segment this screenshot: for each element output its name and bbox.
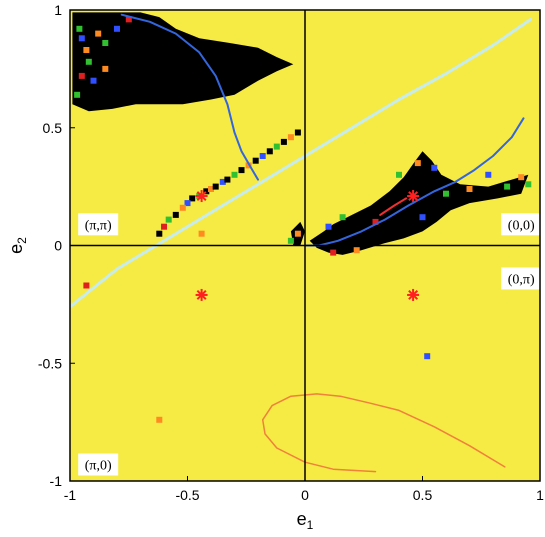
scatter-point-40 <box>339 214 346 221</box>
scatter-point-18 <box>184 200 191 207</box>
region-label-3: (0,π) <box>501 267 540 290</box>
x-tick-label: -1 <box>64 487 77 503</box>
scatter-point-20 <box>172 211 179 218</box>
scatter-point-33 <box>114 25 120 32</box>
x-axis-label-main: e <box>297 509 307 529</box>
scatter-point-11 <box>252 157 259 164</box>
scatter-point-27 <box>83 47 90 53</box>
x-tick-label: 0.5 <box>413 487 433 503</box>
scatter-point-47 <box>485 171 492 178</box>
scatter-point-37 <box>287 237 294 244</box>
region-label-1: (π,π) <box>78 213 119 236</box>
curve-4 <box>261 393 506 473</box>
scatter-point-13 <box>266 148 273 155</box>
scatter-point-50 <box>525 181 532 188</box>
scatter-point-36 <box>74 91 81 98</box>
fixed-point-4 <box>407 288 420 301</box>
zero-axes <box>70 10 540 481</box>
region-labels: (π,π) (0,0) (0,π) (π,0) <box>78 213 540 476</box>
scatter-point-35 <box>102 65 109 72</box>
y-tick-label: -0.5 <box>38 355 62 371</box>
y-axis-ticks: 1 0.5 0 -0.5 -1 <box>38 2 75 489</box>
scatter-point-21 <box>165 216 172 223</box>
scatter-point-19 <box>179 204 186 211</box>
scatter-point-54 <box>424 353 431 360</box>
scatter-point-53 <box>330 249 337 256</box>
fixed-point-3 <box>195 288 208 301</box>
scatter-point-14 <box>273 143 280 150</box>
scatter-point-44 <box>431 164 438 171</box>
scatter-point-48 <box>504 183 511 190</box>
scatter-point-23 <box>156 230 163 237</box>
scatter-point-41 <box>372 218 379 225</box>
scatter-point-24 <box>198 230 205 237</box>
fixed-point-2 <box>407 190 420 203</box>
scatter-point-42 <box>396 171 402 178</box>
scatter-point-1 <box>189 195 196 202</box>
scatter-point-46 <box>466 186 473 192</box>
scatter-point-7 <box>224 176 231 183</box>
scatter-point-16 <box>287 134 294 141</box>
scatter-point-25 <box>76 25 83 32</box>
scatter-point-31 <box>95 30 102 37</box>
scatter-point-30 <box>90 77 97 84</box>
scatter-markers <box>74 16 532 423</box>
scatter-point-28 <box>85 58 92 65</box>
scatter-point-52 <box>353 247 360 254</box>
curve-2 <box>304 117 525 247</box>
region-label-text: (π,0) <box>85 459 112 474</box>
region-label-text: (0,0) <box>508 218 535 233</box>
scatter-point-56 <box>156 416 163 423</box>
scatter-point-39 <box>325 223 332 230</box>
scatter-point-3 <box>203 188 210 195</box>
x-axis-ticks: -1 -0.5 0 0.5 1 <box>64 476 544 503</box>
region-label-2: (0,0) <box>501 213 540 236</box>
x-tick-label: -0.5 <box>175 487 199 503</box>
curve-5 <box>379 197 408 216</box>
y-tick-label: 0.5 <box>43 120 63 136</box>
scatter-point-22 <box>161 223 167 230</box>
scatter-point-8 <box>231 171 238 178</box>
y-axis-label-main: e <box>6 244 26 254</box>
y-tick-label: 0 <box>54 238 62 254</box>
x-tick-label: 0 <box>301 487 309 503</box>
scatter-point-51 <box>419 214 426 221</box>
region-label-text: (π,π) <box>85 218 112 233</box>
scatter-point-15 <box>280 138 287 145</box>
scatter-point-43 <box>414 160 421 167</box>
region-label-4: (π,0) <box>78 453 119 476</box>
scatter-point-12 <box>259 153 266 159</box>
fixed-points <box>195 190 420 301</box>
scatter-point-5 <box>212 183 219 190</box>
y-tick-label: 1 <box>54 2 62 18</box>
x-tick-label: 1 <box>536 487 544 503</box>
scatter-point-29 <box>78 72 85 79</box>
scatter-point-34 <box>125 16 132 23</box>
scatter-point-9 <box>238 167 245 174</box>
scatter-point-26 <box>78 35 85 42</box>
scatter-point-6 <box>219 178 226 185</box>
y-axis-label: e2 <box>6 237 29 254</box>
scatter-point-49 <box>518 174 525 181</box>
scatter-point-55 <box>83 282 90 289</box>
scatter-point-45 <box>443 190 449 197</box>
y-tick-label: -1 <box>50 473 63 489</box>
scatter-point-38 <box>294 230 301 237</box>
scatter-point-32 <box>102 40 109 46</box>
region-label-text: (0,π) <box>508 272 535 287</box>
scatter-point-17 <box>294 129 301 136</box>
basin-region-1 <box>72 12 294 112</box>
scatter-point-4 <box>208 186 214 192</box>
curve-1 <box>120 13 259 181</box>
y-axis-label-sub: 2 <box>15 237 29 244</box>
x-axis-label: e1 <box>297 509 314 532</box>
plot-area: (π,π) (0,0) (0,π) (π,0) <box>70 10 540 481</box>
fixed-point-1 <box>195 190 208 203</box>
x-axis-label-sub: 1 <box>307 518 314 532</box>
